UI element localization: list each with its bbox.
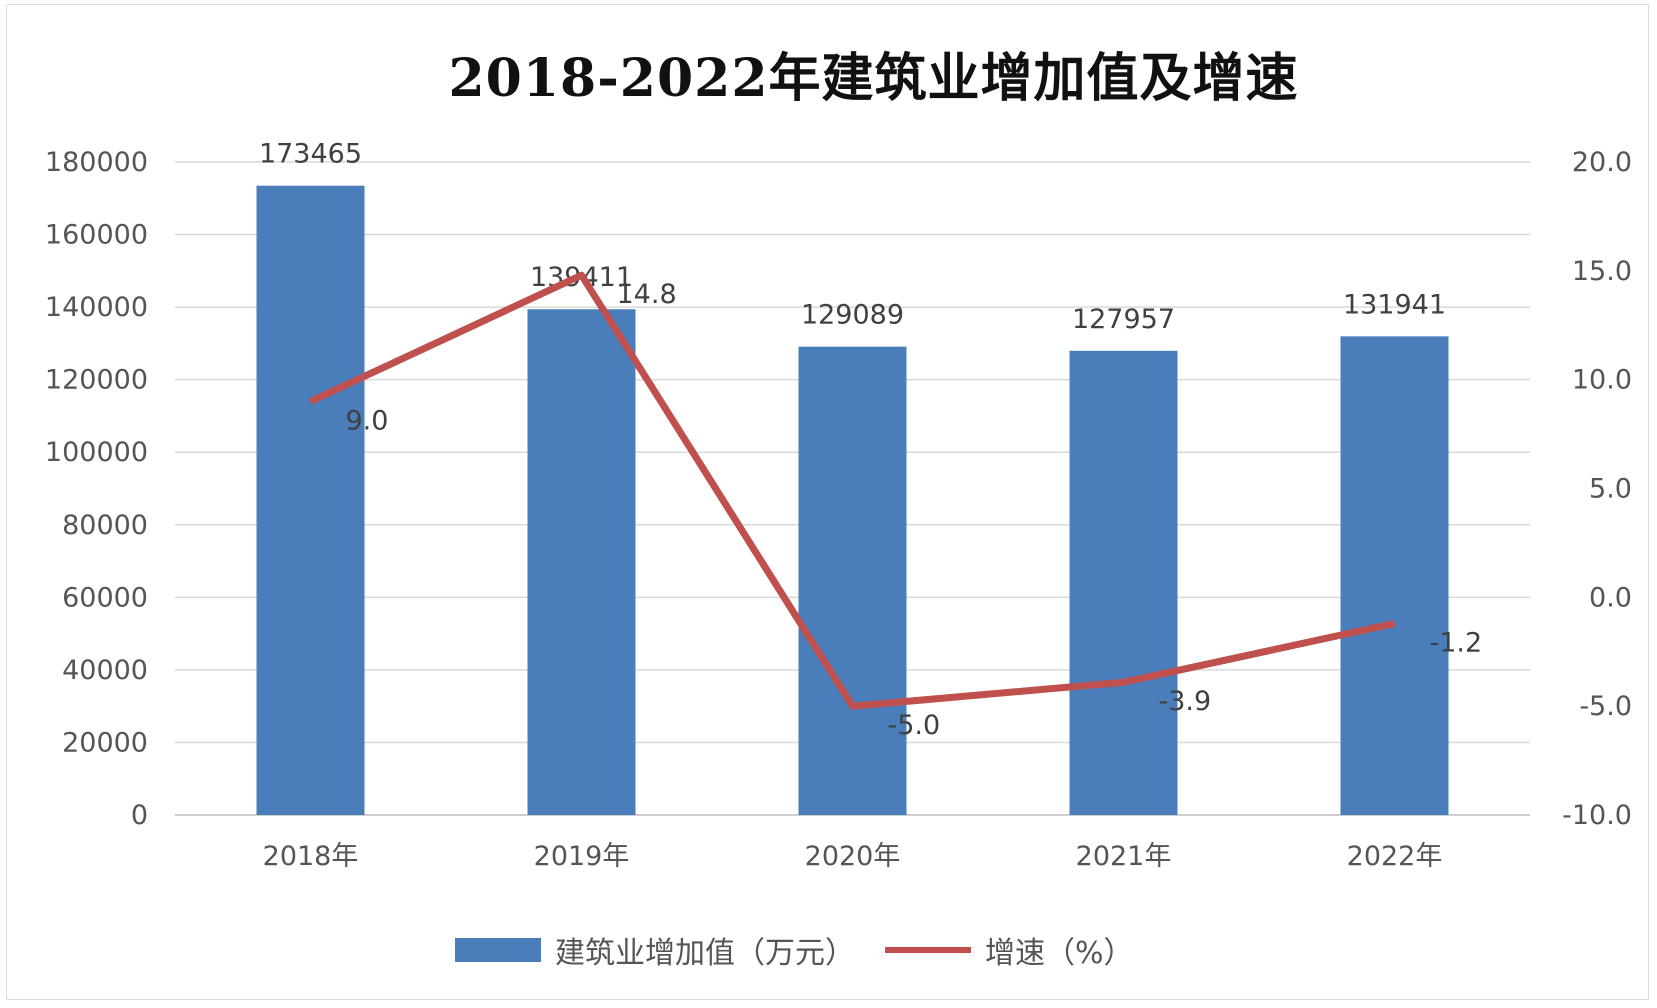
bar bbox=[1069, 350, 1178, 815]
x-tick-label: 2022年 bbox=[1347, 841, 1443, 872]
y-left-tick-label: 0 bbox=[131, 800, 148, 831]
x-tick-label: 2021年 bbox=[1076, 841, 1172, 872]
y-left-tick-label: 180000 bbox=[45, 147, 148, 178]
y-right-tick-label: 20.0 bbox=[1572, 147, 1632, 178]
bar-data-label: 173465 bbox=[259, 139, 362, 170]
bar bbox=[1340, 336, 1449, 815]
y-right-tick-label: 10.0 bbox=[1572, 365, 1632, 396]
y-left-tick-label: 80000 bbox=[62, 510, 148, 541]
bar-data-label: 127957 bbox=[1072, 304, 1175, 335]
line-data-label: -1.2 bbox=[1430, 627, 1483, 658]
legend-line-swatch bbox=[885, 947, 971, 953]
y-left-tick-label: 40000 bbox=[62, 655, 148, 686]
legend-bar-label: 建筑业增加值（万元） bbox=[555, 936, 855, 971]
y-right-tick-label: -5.0 bbox=[1579, 691, 1632, 722]
line-data-label: -5.0 bbox=[888, 710, 941, 741]
bar bbox=[256, 185, 365, 816]
y-left-tick-label: 20000 bbox=[62, 727, 148, 758]
bar-data-label: 129089 bbox=[801, 300, 904, 331]
bar bbox=[527, 309, 636, 815]
legend: 建筑业增加值（万元） 增速（%） bbox=[455, 930, 1134, 971]
x-tick-label: 2018年 bbox=[263, 841, 359, 872]
chart-title: 2018-2022年建筑业增加值及增速 bbox=[448, 48, 1299, 109]
y-left-tick-label: 120000 bbox=[45, 365, 148, 396]
y-left-tick-label: 100000 bbox=[45, 437, 148, 468]
bar bbox=[798, 346, 907, 815]
x-tick-label: 2020年 bbox=[805, 841, 901, 872]
bar-data-label: 131941 bbox=[1343, 289, 1446, 320]
legend-bar-swatch bbox=[455, 938, 541, 962]
y-right-tick-label: 0.0 bbox=[1589, 582, 1632, 613]
line-data-label: 14.8 bbox=[617, 279, 677, 310]
growth-line bbox=[309, 271, 1396, 710]
y-left-tick-label: 60000 bbox=[62, 582, 148, 613]
x-tick-label: 2019年 bbox=[534, 841, 630, 872]
y-left-tick-label: 160000 bbox=[45, 220, 148, 251]
y-right-tick-label: 5.0 bbox=[1589, 474, 1632, 505]
line-data-label: 9.0 bbox=[346, 405, 389, 436]
y-left-tick-label: 140000 bbox=[45, 292, 148, 323]
y-right-tick-label: -10.0 bbox=[1562, 800, 1632, 831]
line-data-label: -3.9 bbox=[1159, 686, 1212, 717]
y-right-tick-label: 15.0 bbox=[1572, 256, 1632, 287]
legend-line-label: 增速（%） bbox=[985, 936, 1134, 971]
